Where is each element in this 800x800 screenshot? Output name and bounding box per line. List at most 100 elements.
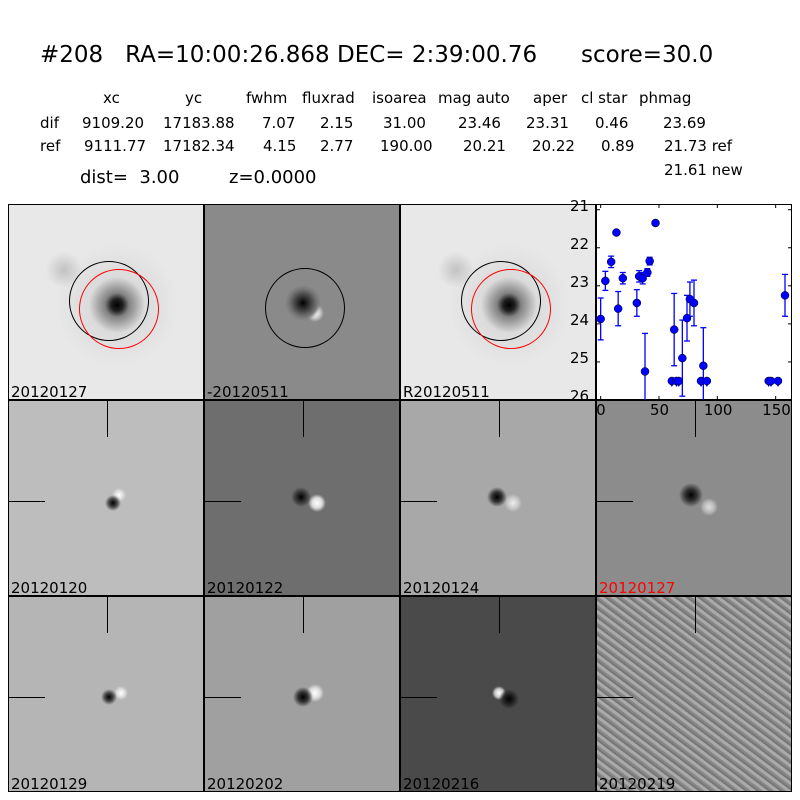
panel-label: 20120219 <box>599 775 676 792</box>
dist-value: dist= 3.00 <box>80 167 180 188</box>
light-curve-plot: 21 22 23 24 25 26 <box>570 198 792 404</box>
image-panel: 20120122 <box>204 400 400 596</box>
crosshair-horizontal <box>597 501 633 502</box>
col-header: aper <box>533 89 568 107</box>
crosshair-vertical <box>695 401 696 437</box>
panel-label: 20120202 <box>207 775 284 792</box>
image-panel: 20120129 <box>8 596 204 792</box>
cell: 23.46 <box>458 114 501 132</box>
crosshair-vertical <box>107 401 108 437</box>
x-tick-label: 50 <box>650 401 670 419</box>
col-header: isoarea <box>372 89 427 107</box>
y-tick-label: 24 <box>570 310 590 329</box>
panel-label: 20120127 <box>11 383 88 400</box>
panel-label-current: 20120127 <box>599 579 676 596</box>
data-point <box>612 228 621 237</box>
image-panel: 20120216 <box>400 596 596 792</box>
row-label: dif <box>40 114 59 132</box>
image-panel-diff: -20120511 <box>204 204 400 400</box>
cell: 20.21 <box>463 137 506 155</box>
data-point <box>601 276 610 286</box>
cell: 0.89 <box>601 137 635 155</box>
col-header: xc <box>103 89 120 107</box>
x-tick-label: 100 <box>703 401 733 419</box>
cell: 23.69 <box>663 114 706 132</box>
panel-label: 20120216 <box>403 775 480 792</box>
data-point <box>780 291 790 300</box>
image-panel-ref: R20120511 <box>400 204 596 400</box>
data-point <box>632 298 642 308</box>
y-tick-label: 26 <box>570 387 590 405</box>
image-panel-new: 20120127 <box>8 204 204 400</box>
redshift-value: z=0.0000 <box>229 167 317 188</box>
panel-label: R20120511 <box>403 383 490 400</box>
upper-limit-point <box>702 376 712 386</box>
x-tick-label: 150 <box>762 401 791 419</box>
data-point <box>689 298 699 308</box>
panel-label: 20120120 <box>11 579 88 596</box>
cell: 0.46 <box>595 114 629 132</box>
crosshair-horizontal <box>401 697 437 698</box>
col-header: phmag <box>639 89 692 107</box>
cell: 23.31 <box>526 114 569 132</box>
crosshair-horizontal <box>401 501 437 502</box>
panel-label: 20120122 <box>207 579 284 596</box>
data-point <box>596 314 605 324</box>
y-tick-label: 25 <box>570 348 590 367</box>
col-header: fluxrad <box>302 89 355 107</box>
data-point <box>669 325 679 334</box>
data-point <box>643 268 652 277</box>
cell: 21.73 ref <box>664 137 733 155</box>
upper-limit-point <box>674 376 684 386</box>
crosshair-horizontal <box>205 697 241 698</box>
image-panel: 20120124 <box>400 400 596 596</box>
image-panel: 20120219 <box>596 596 792 792</box>
data-point <box>678 353 687 363</box>
col-header: yc <box>185 89 203 107</box>
panel-label: -20120511 <box>207 383 289 400</box>
figure-title: #208 RA=10:00:26.868 DEC= 2:39:00.76 sco… <box>40 42 714 68</box>
x-tick-label: 0 <box>596 401 606 419</box>
detection-circle <box>471 269 551 349</box>
row-label: ref <box>40 137 61 155</box>
crosshair-vertical <box>499 597 500 633</box>
panel-label: 20120129 <box>11 775 88 792</box>
cell: 7.07 <box>262 114 296 132</box>
upper-limit-point <box>773 376 783 386</box>
y-tick-label: 22 <box>570 234 590 253</box>
cell: 17182.34 <box>163 137 235 155</box>
y-tick-label: 21 <box>570 196 590 215</box>
image-panel: 20120120 <box>8 400 204 596</box>
cell: 190.00 <box>380 137 433 155</box>
crosshair-vertical <box>695 597 696 633</box>
data-point <box>606 257 616 267</box>
detection-circle <box>79 269 159 349</box>
ref-circle <box>265 268 345 348</box>
y-tick-labels: 21 22 23 24 25 26 <box>566 196 590 405</box>
light-curve-svg <box>596 204 792 401</box>
crosshair-horizontal <box>597 697 633 698</box>
image-panel: 20120202 <box>204 596 400 792</box>
cell: 9111.77 <box>84 137 147 155</box>
y-tick-label: 23 <box>570 272 590 291</box>
col-header: fwhm <box>246 89 288 107</box>
crosshair-vertical <box>303 401 304 437</box>
cell: 20.22 <box>532 137 575 155</box>
cell: 9109.20 <box>82 114 145 132</box>
crosshair-horizontal <box>205 501 241 502</box>
data-point <box>613 304 623 313</box>
crosshair-horizontal <box>9 501 45 502</box>
panel-label: 20120124 <box>403 579 480 596</box>
data-point <box>640 367 650 376</box>
crosshair-vertical <box>499 401 500 437</box>
cell: 31.00 <box>383 114 426 132</box>
cell: 17183.88 <box>163 114 235 132</box>
cell: 4.15 <box>263 137 297 155</box>
cell: 2.77 <box>320 137 354 155</box>
data-point <box>699 361 708 370</box>
crosshair-vertical <box>107 597 108 633</box>
image-panel: 20120127 <box>596 400 792 596</box>
col-header: cl star <box>581 89 628 107</box>
crosshair-horizontal <box>9 697 45 698</box>
